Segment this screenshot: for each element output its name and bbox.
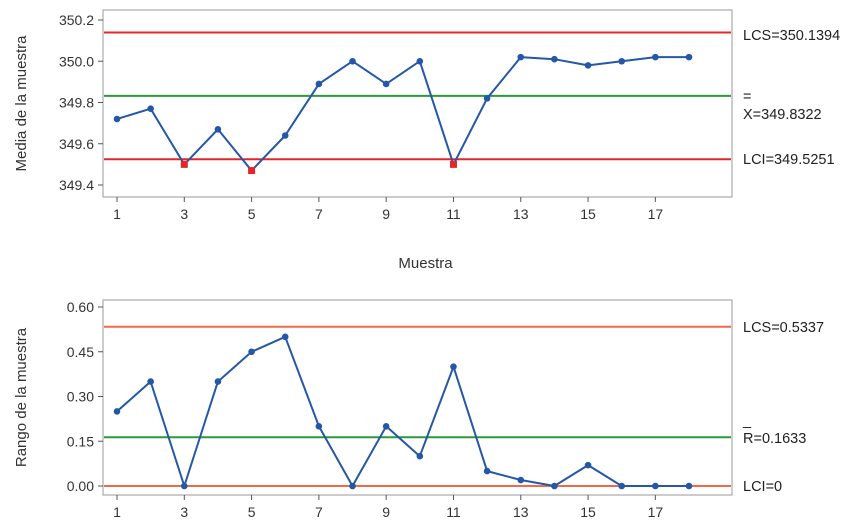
data-point	[281, 132, 289, 139]
data-point	[483, 95, 491, 102]
y-tick-label: 0.45	[67, 344, 94, 360]
data-point	[248, 348, 255, 356]
x-tick-label: 9	[382, 504, 390, 520]
out-of-control-point	[248, 167, 256, 175]
x-tick-label: 13	[513, 206, 529, 222]
y-tick-label: 0.60	[67, 299, 94, 315]
x-tick-label: 9	[382, 206, 390, 222]
y-tick-label: 350.2	[59, 12, 94, 28]
data-point	[652, 482, 659, 490]
limit-label-center: X=349.8322	[743, 107, 822, 123]
data-point	[685, 482, 693, 490]
data-point	[416, 452, 424, 460]
data-point	[382, 423, 390, 430]
x-tick-label: 7	[315, 504, 323, 520]
x-tick-label: 7	[315, 206, 323, 222]
data-point	[517, 53, 525, 61]
data-point	[349, 482, 356, 490]
data-point	[315, 80, 323, 88]
data-point	[281, 333, 289, 341]
x-tick-label: 3	[180, 504, 188, 520]
data-point	[113, 115, 121, 123]
x-axis-label: Muestra	[398, 255, 453, 272]
data-point	[618, 57, 626, 65]
y-axis-label: Media de la muestra	[13, 35, 30, 172]
data-point	[618, 482, 626, 490]
data-point	[382, 80, 390, 88]
x-tick-label: 17	[648, 206, 664, 222]
x-tick-label: 11	[446, 206, 461, 222]
limit-label-ucl: LCS=0.5337	[743, 320, 824, 336]
x-tick-label: 15	[580, 206, 596, 222]
x-tick-label: 1	[113, 206, 121, 222]
data-point	[652, 53, 659, 61]
out-of-control-point	[449, 160, 457, 168]
x-tick-label: 1	[113, 504, 121, 520]
data-point	[214, 378, 222, 385]
limit-label-lcl: LCI=0	[743, 479, 782, 495]
x-tick-label: 11	[446, 504, 461, 520]
data-point	[147, 105, 154, 112]
data-point	[483, 467, 491, 475]
data-point	[685, 53, 693, 61]
limit-label-lcl: LCI=349.5251	[743, 152, 835, 168]
y-tick-label: 349.6	[59, 136, 94, 152]
x-tick-label: 13	[513, 504, 529, 520]
data-point	[315, 423, 323, 430]
limit-label-center: R=0.1633	[743, 431, 806, 447]
data-point	[214, 126, 222, 133]
plot-frame	[102, 9, 733, 198]
x-tick-label: 15	[580, 504, 596, 520]
limit-overline-center: _	[742, 413, 752, 429]
plot-frame	[102, 299, 733, 496]
data-point	[584, 62, 592, 69]
data-point	[517, 476, 525, 484]
data-point	[551, 482, 558, 490]
series-line	[116, 335, 689, 487]
y-tick-label: 0.30	[67, 389, 94, 405]
limit-overline-center: =	[743, 89, 751, 105]
y-tick-label: 0.00	[67, 478, 94, 494]
data-point	[147, 378, 154, 385]
y-tick-label: 0.15	[67, 433, 94, 449]
x-tick-label: 5	[248, 206, 256, 222]
data-point	[349, 57, 356, 65]
data-point	[551, 55, 558, 63]
y-tick-label: 349.4	[59, 177, 94, 193]
y-tick-label: 350.0	[59, 53, 94, 69]
data-point	[584, 461, 592, 469]
y-axis-label: Rango de la muestra	[13, 327, 30, 467]
data-point	[450, 363, 457, 370]
data-point	[180, 482, 188, 490]
series-line	[116, 56, 689, 172]
x-tick-label: 5	[248, 504, 256, 520]
data-point	[416, 57, 424, 65]
limit-label-ucl: LCS=350.1394	[743, 28, 840, 44]
x-tick-label: 17	[648, 504, 664, 520]
x-tick-label: 3	[180, 206, 188, 222]
out-of-control-point	[180, 160, 188, 168]
y-tick-label: 349.8	[59, 95, 94, 111]
data-point	[113, 408, 121, 415]
